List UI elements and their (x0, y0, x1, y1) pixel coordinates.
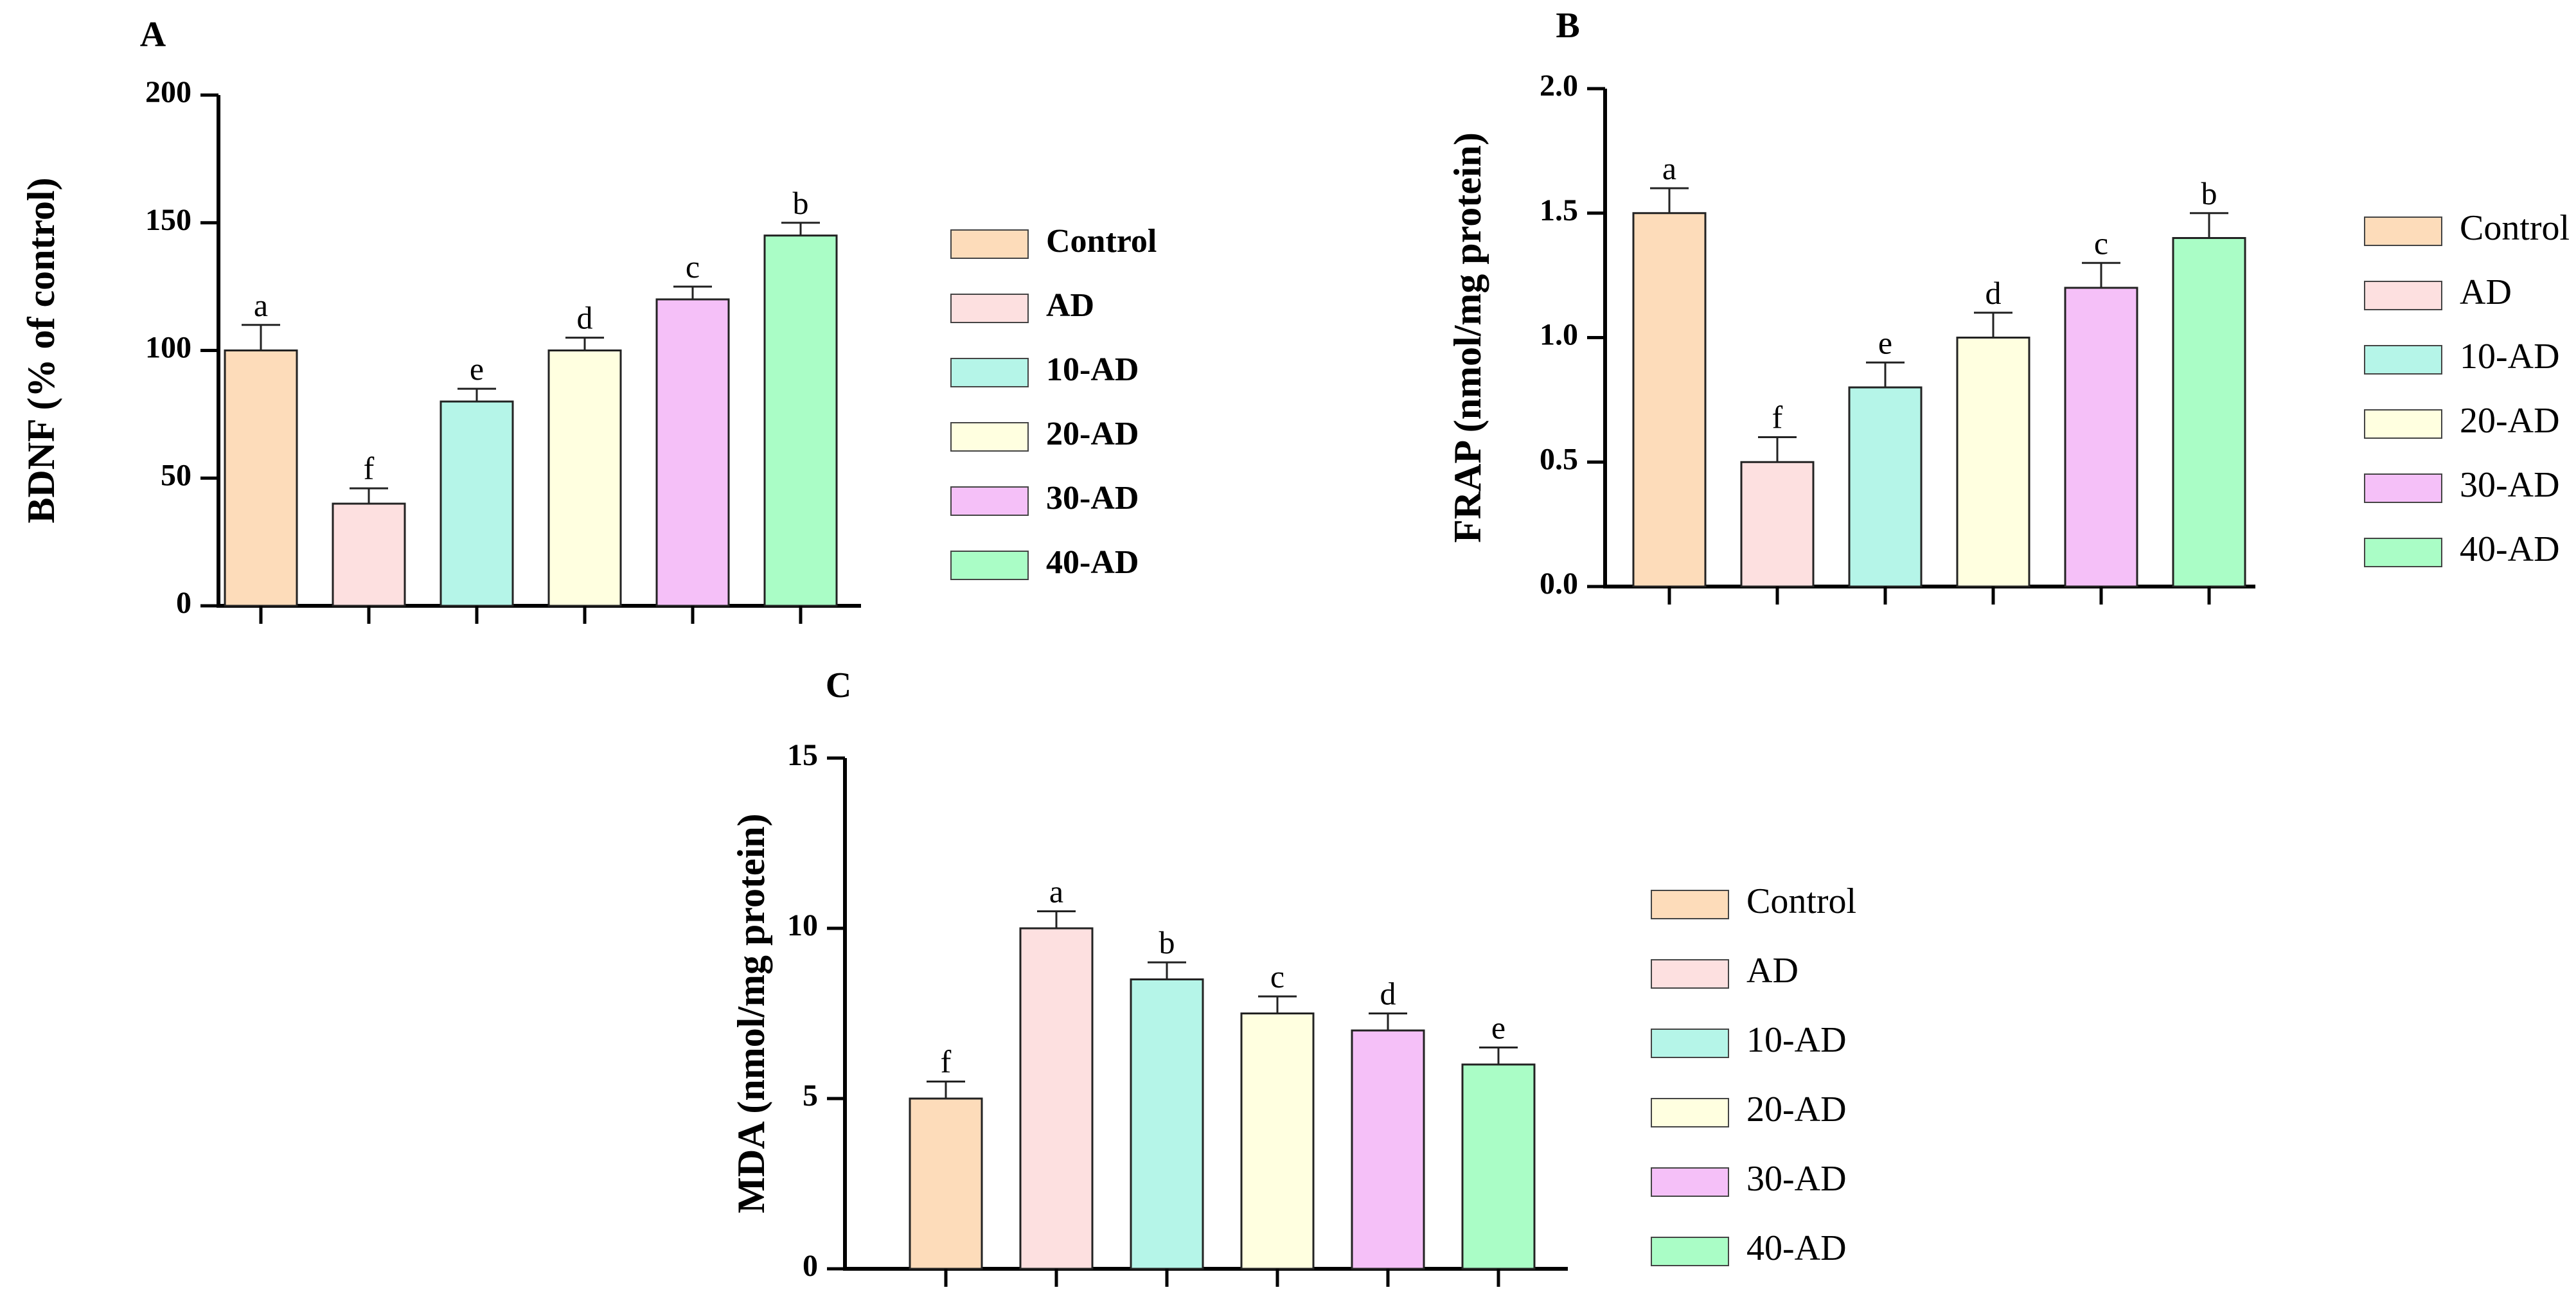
significance-letter: b (1159, 924, 1175, 960)
y-tick-label: 0.0 (1540, 567, 1578, 601)
legend-label: 20-AD (1046, 416, 1139, 452)
legend-label: 20-AD (1746, 1090, 1847, 1129)
legend-swatch (950, 229, 1029, 259)
y-tick-label: 2.0 (1540, 69, 1578, 103)
legend-label: AD (2460, 272, 2512, 312)
y-tick-label: 100 (145, 331, 191, 365)
legend-swatch (950, 358, 1029, 387)
legend-swatch (1651, 890, 1729, 919)
legend-swatch (1651, 1237, 1729, 1266)
legend-swatch (2364, 281, 2442, 310)
significance-letter: c (1270, 959, 1284, 994)
legend-label: AD (1746, 951, 1799, 991)
chart-panel-c: C MDA (nmol/mg protein) 0 5 10 15 f a b c d e Contro… (730, 666, 1856, 1287)
y-axis-label: BDNF (% of control) (20, 177, 62, 523)
legend-swatch (1651, 959, 1729, 989)
significance-letter: e (470, 351, 484, 387)
legend-swatch (2364, 409, 2442, 439)
legend-label: 30-AD (2460, 465, 2560, 505)
legend-swatch (950, 422, 1029, 452)
significance-letter: e (1491, 1010, 1506, 1046)
legend-label: 40-AD (1046, 544, 1139, 581)
legend-swatch (2364, 216, 2442, 246)
significance-letter: e (1878, 324, 1892, 360)
bar-40-ad (763, 234, 838, 607)
y-tick-label: 1.0 (1540, 318, 1578, 352)
bar-10-ad (1848, 386, 1923, 588)
y-axis-label: MDA (nmol/mg protein) (730, 813, 772, 1213)
legend-label: Control (2460, 208, 2570, 248)
chart-panel-a: A BDNF (% of control) 0 50 100 150 200 a f e d c b Co… (20, 15, 1157, 624)
bar-control (909, 1097, 983, 1270)
legend-label: 40-AD (2460, 529, 2560, 569)
legend-swatch (1651, 1098, 1729, 1127)
legend: Control AD 10-AD 20-AD 30-AD 40-AD (1651, 881, 1856, 1268)
legend-swatch (1651, 1167, 1729, 1197)
legend-label: AD (1046, 287, 1094, 324)
significance-letter: f (1772, 400, 1783, 436)
bar-30-ad (1351, 1029, 1425, 1270)
legend: Control AD 10-AD 20-AD 30-AD 40-AD (2364, 208, 2570, 569)
bar-40-ad (2172, 237, 2246, 588)
y-tick-label: 1.5 (1540, 193, 1578, 227)
significance-letter: f (364, 450, 375, 486)
significance-letter: b (2201, 175, 2217, 211)
legend-swatch (2364, 345, 2442, 375)
y-tick-label: 5 (803, 1079, 818, 1113)
bar-control (224, 349, 298, 607)
y-tick-label: 200 (145, 75, 191, 109)
bar-20-ad (1240, 1012, 1315, 1270)
legend-swatch (950, 551, 1029, 580)
bar-ad (1740, 461, 1815, 588)
bar-20-ad (547, 349, 622, 607)
legend-swatch (2364, 473, 2442, 503)
legend-swatch (950, 486, 1029, 516)
significance-letter: d (1380, 976, 1396, 1012)
chart-panel-b: B FRAP (nmol/mg protein) 0.0 0.5 1.0 1.5 2.0 a f… (1446, 6, 2570, 605)
bar-40-ad (1461, 1063, 1536, 1270)
y-tick-label: 0 (176, 586, 191, 620)
significance-letter: c (686, 249, 700, 285)
bar-30-ad (655, 298, 730, 607)
bar-10-ad (440, 400, 514, 607)
bar-ad (332, 502, 406, 607)
y-tick-label: 150 (145, 203, 191, 237)
legend-label: 10-AD (1046, 351, 1139, 388)
legend: Control AD 10-AD 20-AD 30-AD 40-AD (950, 223, 1157, 581)
y-tick-label: 0 (803, 1249, 818, 1283)
legend-swatch (950, 294, 1029, 323)
significance-letter: a (254, 287, 268, 323)
y-tick-label: 10 (787, 908, 818, 942)
legend-label: 10-AD (1746, 1020, 1847, 1060)
y-axis-label: FRAP (nmol/mg protein) (1446, 132, 1489, 543)
legend-label: 30-AD (1046, 480, 1139, 517)
legend-label: Control (1046, 223, 1157, 260)
bar-10-ad (1130, 978, 1204, 1270)
y-tick-label: 50 (161, 458, 191, 492)
bar-ad (1019, 927, 1094, 1270)
significance-letter: d (1985, 275, 2002, 311)
legend-label: 20-AD (2460, 401, 2560, 441)
legend-label: 10-AD (2460, 337, 2560, 376)
significance-letter: a (1662, 150, 1676, 186)
legend-label: Control (1746, 881, 1856, 921)
significance-letter: d (577, 300, 593, 336)
legend-swatch (2364, 538, 2442, 567)
significance-letter: b (793, 185, 809, 221)
y-tick-label: 0.5 (1540, 442, 1578, 476)
bar-20-ad (1956, 337, 2030, 588)
legend-label: 30-AD (1746, 1159, 1847, 1199)
panel-letter: C (826, 666, 851, 705)
significance-letter: c (2094, 225, 2108, 261)
legend-label: 40-AD (1746, 1228, 1847, 1268)
panel-letter: B (1556, 6, 1579, 46)
significance-letter: a (1049, 874, 1063, 910)
bar-30-ad (2064, 287, 2138, 588)
bar-control (1632, 212, 1707, 588)
panel-letter: A (140, 15, 166, 55)
legend-swatch (1651, 1029, 1729, 1058)
y-tick-label: 15 (787, 738, 818, 772)
significance-letter: f (941, 1044, 952, 1080)
